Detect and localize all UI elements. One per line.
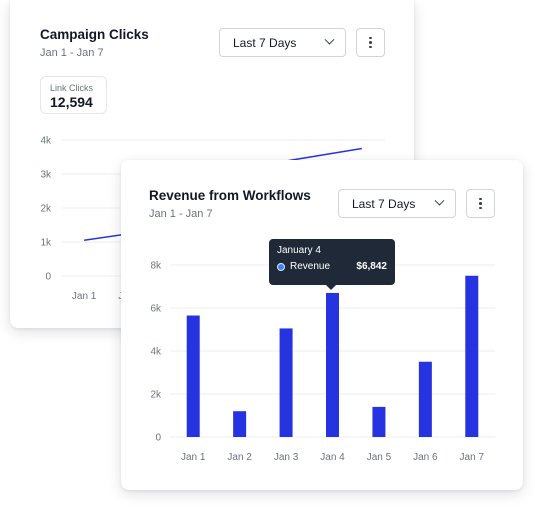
tooltip-value: $6,842 bbox=[356, 261, 387, 272]
series-dot-icon bbox=[277, 262, 285, 271]
chart-tooltip: January 4 Revenue $6,842 bbox=[269, 239, 395, 290]
x-tick-label: Jan 6 bbox=[413, 452, 438, 463]
y-tick-label: 3k bbox=[40, 170, 52, 181]
x-tick-label: Jan 3 bbox=[274, 452, 299, 463]
more-vertical-icon bbox=[369, 36, 372, 49]
y-tick-label: 0 bbox=[45, 272, 51, 283]
bar bbox=[326, 292, 339, 437]
y-tick-label: 4k bbox=[150, 347, 162, 358]
metric-value: 12,594 bbox=[50, 94, 93, 110]
x-tick-label: Jan 7 bbox=[460, 452, 485, 463]
range-select-value: Last 7 Days bbox=[352, 196, 416, 211]
y-tick-label: 2k bbox=[150, 390, 162, 401]
x-tick-label: Jan 1 bbox=[181, 452, 206, 463]
y-tick-label: 6k bbox=[150, 304, 162, 315]
x-tick-label: Jan 5 bbox=[367, 452, 392, 463]
card-date-range: Jan 1 - Jan 7 bbox=[40, 47, 104, 59]
range-select[interactable]: Last 7 Days bbox=[338, 189, 456, 218]
x-tick-label: Jan 2 bbox=[227, 452, 252, 463]
bar bbox=[465, 275, 479, 437]
bar bbox=[418, 361, 432, 437]
tooltip-title: January 4 bbox=[277, 245, 321, 256]
metric-label: Link Clicks bbox=[50, 83, 94, 93]
bar bbox=[233, 411, 247, 437]
card-date-range: Jan 1 - Jan 7 bbox=[149, 208, 213, 220]
revenue-bar-chart: 0 2k 4k 6k 8k Jan 1 Jan 2 Jan 3 Jan 4 Jan 5 Jan 6 J… bbox=[150, 261, 495, 463]
more-vertical-icon bbox=[479, 197, 482, 210]
y-tick-label: 2k bbox=[40, 204, 52, 215]
y-tick-label: 8k bbox=[150, 261, 162, 272]
y-tick-label: 4k bbox=[40, 136, 52, 147]
card-title: Campaign Clicks bbox=[40, 27, 149, 42]
bar bbox=[372, 406, 386, 437]
tooltip-series-label: Revenue bbox=[290, 261, 331, 272]
more-options-button[interactable] bbox=[356, 28, 385, 57]
metric-box: Link Clicks 12,594 bbox=[40, 76, 107, 114]
bar bbox=[279, 328, 293, 437]
x-tick-label: Jan 4 bbox=[320, 452, 345, 463]
bar bbox=[186, 315, 200, 437]
range-select[interactable]: Last 7 Days bbox=[219, 28, 346, 57]
more-options-button[interactable] bbox=[466, 189, 495, 218]
y-tick-label: 1k bbox=[40, 238, 52, 249]
x-tick-label: Jan 1 bbox=[72, 291, 97, 302]
y-tick-label: 0 bbox=[155, 433, 161, 444]
range-select-value: Last 7 Days bbox=[233, 35, 297, 50]
card-title: Revenue from Workflows bbox=[149, 188, 311, 203]
tooltip-row: Revenue $6,842 bbox=[277, 261, 387, 272]
revenue-card: Revenue from Workflows Jan 1 - Jan 7 Las… bbox=[121, 160, 523, 490]
